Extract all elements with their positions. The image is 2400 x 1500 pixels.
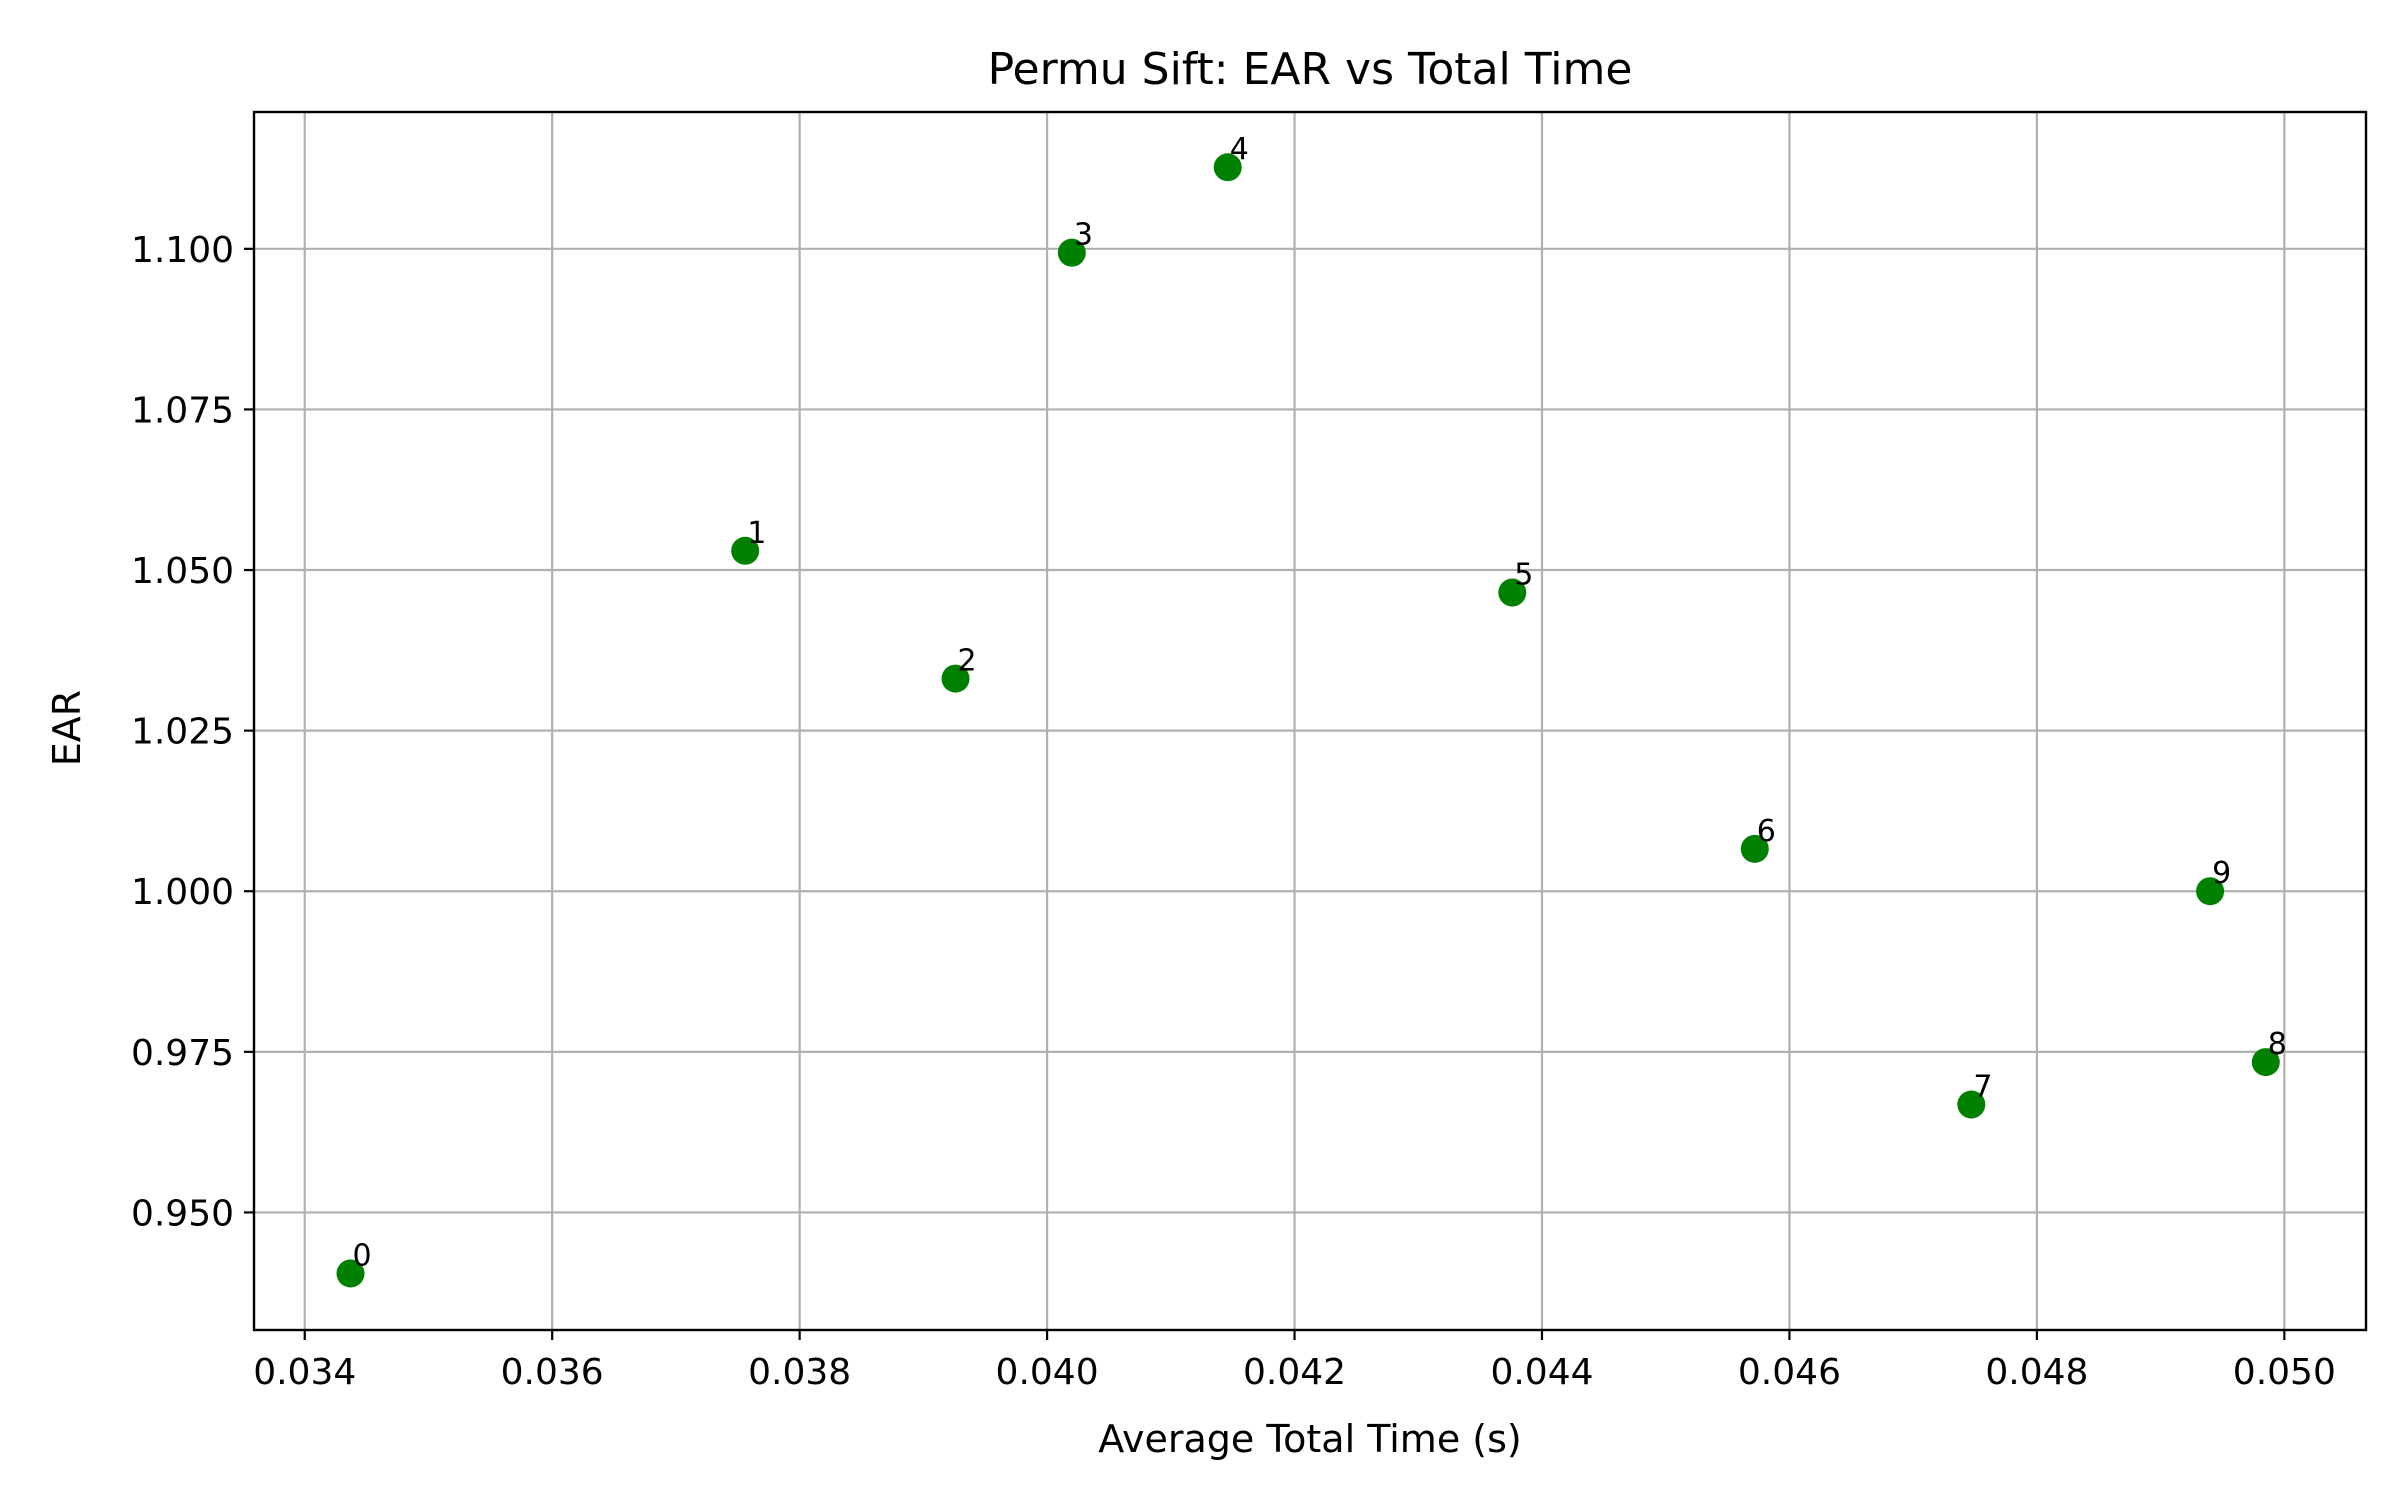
y-tick-label: 1.050: [131, 551, 234, 592]
x-tick-label: 0.044: [1490, 1352, 1593, 1393]
point-label-2: 2: [958, 644, 977, 679]
y-axis-label: EAR: [45, 690, 89, 766]
y-tick-label: 1.025: [131, 712, 234, 753]
scatter-point-9: [2196, 877, 2225, 906]
scatter-point-6: [1740, 834, 1769, 863]
scatter-point-8: [2251, 1048, 2280, 1077]
point-label-6: 6: [1757, 814, 1776, 849]
x-tick-label: 0.038: [748, 1352, 851, 1393]
scatter-point-0: [336, 1259, 365, 1288]
y-tick-label: 0.950: [131, 1193, 234, 1234]
point-label-3: 3: [1074, 218, 1093, 253]
point-label-4: 4: [1230, 132, 1249, 167]
scatter-point-1: [731, 536, 760, 565]
point-label-1: 1: [747, 516, 766, 551]
point-label-5: 5: [1514, 558, 1533, 593]
scatter-point-7: [1957, 1090, 1986, 1119]
plot-frame: [252, 110, 2368, 1332]
x-tick-label: 0.036: [501, 1352, 604, 1393]
x-tick-label: 0.042: [1243, 1352, 1346, 1393]
x-axis-label: Average Total Time (s): [1098, 1417, 1521, 1461]
x-tick-label: 0.040: [996, 1352, 1099, 1393]
x-tick-label: 0.048: [1985, 1352, 2088, 1393]
point-label-8: 8: [2268, 1027, 2287, 1062]
point-label-0: 0: [353, 1238, 372, 1273]
point-label-7: 7: [1973, 1070, 1992, 1105]
x-tick-label: 0.046: [1738, 1352, 1841, 1393]
y-tick-label: 1.000: [131, 872, 234, 913]
y-tick-label: 1.075: [131, 390, 234, 431]
point-labels-layer: 0 1 2 3 4 5 6 7 8 9: [353, 132, 2287, 1273]
ticks-layer: 0.034 0.036 0.038 0.040 0.042 0.044 0.046 0.048…: [131, 230, 2336, 1393]
y-tick-label: 1.100: [131, 230, 234, 271]
x-tick-label: 0.034: [253, 1352, 356, 1393]
grid-layer: [254, 112, 2366, 1330]
points-layer: [336, 153, 2280, 1288]
y-tick-label: 0.975: [131, 1033, 234, 1074]
chart-title: Permu Sift: EAR vs Total Time: [988, 44, 1633, 95]
point-label-9: 9: [2212, 856, 2231, 891]
scatter-point-2: [941, 664, 970, 693]
scatter-point-3: [1057, 238, 1086, 267]
scatter-point-5: [1498, 578, 1527, 607]
scatter-point-4: [1213, 153, 1242, 182]
x-tick-label: 0.050: [2233, 1352, 2336, 1393]
